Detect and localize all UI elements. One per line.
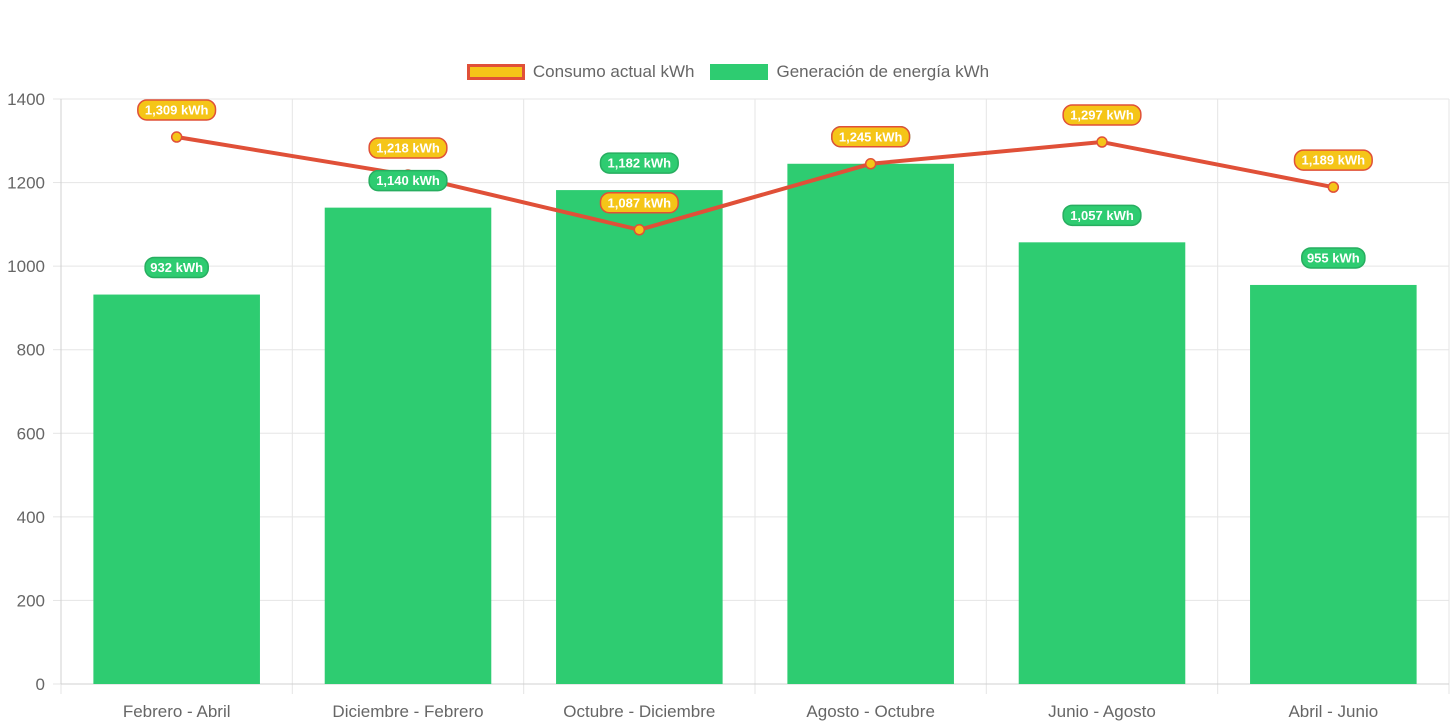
legend-swatch-consumo <box>466 64 525 80</box>
x-tick-label: Diciembre - Febrero <box>332 702 483 721</box>
line-data-label: 1,087 kWh <box>608 195 672 210</box>
x-tick-label: Febrero - Abril <box>123 702 231 721</box>
point-consumo <box>1327 181 1340 193</box>
bar-data-label-bg <box>1301 247 1366 269</box>
bar-data-label-bg <box>368 169 448 192</box>
line-data-label: 1,297 kWh <box>1070 108 1134 123</box>
point-consumo <box>864 158 877 170</box>
legend-item-consumo[interactable]: Consumo actual kWh <box>466 62 695 82</box>
bar-generacion <box>787 163 954 685</box>
x-tick-label: Junio - Agosto <box>1048 702 1156 721</box>
bar-generacion <box>1250 284 1417 684</box>
y-tick-label: 1200 <box>7 174 45 193</box>
bar-data-label-bg <box>1062 204 1142 227</box>
line-data-label-bg <box>599 192 679 214</box>
bar-data-label: 955 kWh <box>1307 250 1360 265</box>
y-tick-label: 1000 <box>7 257 45 276</box>
bar-data-label: 1,140 kWh <box>376 173 440 188</box>
line-data-label: 1,309 kWh <box>145 103 209 118</box>
x-tick-label: Octubre - Diciembre <box>563 702 715 721</box>
point-consumo <box>633 224 646 236</box>
line-data-label: 1,218 kWh <box>376 141 440 156</box>
x-tick-label: Agosto - Octubre <box>806 702 935 721</box>
line-data-label-bg <box>1062 104 1142 126</box>
legend-label-consumo: Consumo actual kWh <box>532 62 695 81</box>
y-tick-label: 800 <box>17 341 45 360</box>
y-tick-label: 200 <box>17 591 45 610</box>
line-data-label-bg <box>831 126 911 148</box>
y-tick-label: 1400 <box>7 90 45 109</box>
y-tick-label: 0 <box>36 675 45 694</box>
line-data-label-bg <box>368 137 448 159</box>
bar-generacion <box>556 190 723 685</box>
line-consumo <box>176 135 1334 232</box>
bar-data-label: 1,057 kWh <box>1070 208 1134 223</box>
bar-data-label: 932 kWh <box>150 260 203 275</box>
legend-swatch-generacion <box>710 64 769 80</box>
bar-data-label: 1,182 kWh <box>608 156 672 171</box>
y-tick-label: 600 <box>17 424 45 443</box>
bar-generacion <box>324 207 492 684</box>
legend-item-generacion[interactable]: Generación de energía kWh <box>710 62 989 82</box>
legend-label-generacion: Generación de energía kWh <box>776 62 990 81</box>
point-consumo <box>1096 136 1108 148</box>
line-data-label-bg <box>1293 149 1373 171</box>
bar-data-label-bg <box>599 152 679 174</box>
bar-generacion <box>93 294 260 684</box>
point-consumo <box>170 131 183 143</box>
bar-data-label-bg <box>144 256 209 279</box>
line-data-label: 1,245 kWh <box>839 129 903 144</box>
line-data-label-bg <box>137 99 217 121</box>
line-data-label: 1,189 kWh <box>1302 153 1366 168</box>
chart-legend: Consumo actual kWh Generación de energía… <box>0 62 1456 82</box>
x-tick-label: Abril - Junio <box>1288 702 1378 721</box>
y-tick-label: 400 <box>17 508 45 527</box>
bar-generacion <box>1018 242 1186 684</box>
